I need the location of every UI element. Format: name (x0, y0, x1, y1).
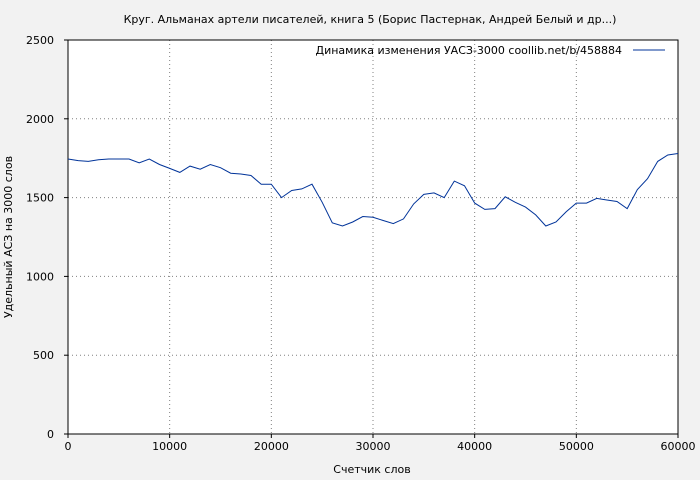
x-tick-label: 10000 (152, 440, 187, 453)
x-axis-label: Счетчик слов (333, 463, 410, 476)
x-tick-label: 50000 (559, 440, 594, 453)
legend: Динамика изменения УАСЗ-3000 coollib.net… (316, 44, 665, 57)
y-tick-label: 1000 (26, 270, 54, 283)
y-tick-label: 500 (33, 349, 54, 362)
x-tick-label: 60000 (661, 440, 696, 453)
grid (68, 40, 678, 434)
x-tick-label: 30000 (356, 440, 391, 453)
x-tick-label: 40000 (457, 440, 492, 453)
y-axis-label: Удельный АСЗ на 3000 слов (2, 156, 15, 318)
legend-label: Динамика изменения УАСЗ-3000 coollib.net… (316, 44, 623, 57)
x-tick-label: 0 (65, 440, 72, 453)
y-tick-label: 0 (47, 428, 54, 441)
y-tick-label: 2500 (26, 34, 54, 47)
series-group (67, 153, 679, 227)
y-tick-label: 1500 (26, 192, 54, 205)
y-tick-label: 2000 (26, 113, 54, 126)
chart-title: Круг. Альманах артели писателей, книга 5… (124, 13, 617, 26)
series-line (67, 153, 679, 227)
ticks: 0 10000 20000 30000 40000 50000 60000 0 500 1000 1… (26, 34, 696, 453)
x-tick-label: 20000 (254, 440, 289, 453)
